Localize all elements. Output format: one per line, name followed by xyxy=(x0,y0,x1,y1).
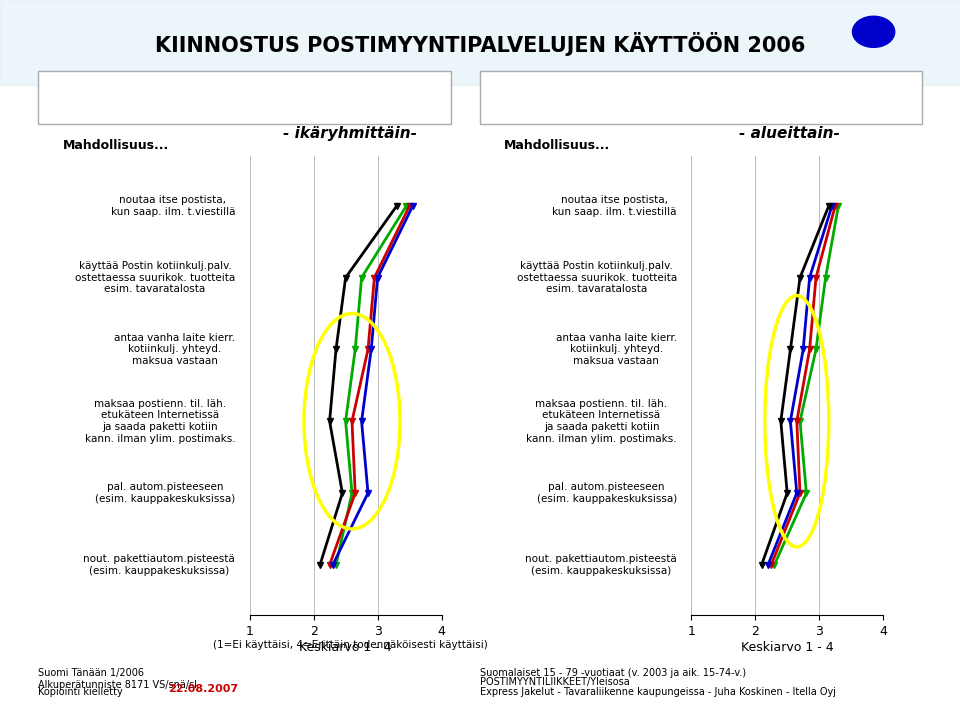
Text: Suomi Tänään 1/2006
Alkuperätunniste 8171 VS/snä/sl: Suomi Tänään 1/2006 Alkuperätunniste 817… xyxy=(38,668,198,690)
Text: noutaa itse postista,
kun saap. ilm. t.viestillä: noutaa itse postista, kun saap. ilm. t.v… xyxy=(552,195,677,216)
Text: 15-24 v. (n=465): 15-24 v. (n=465) xyxy=(80,81,175,90)
Text: 22.08.2007: 22.08.2007 xyxy=(168,684,238,694)
Text: 25-34 v. (n=490): 25-34 v. (n=490) xyxy=(286,81,381,90)
Text: POSTIMYYNTILIIKKEET/Yleisosa: POSTIMYYNTILIIKKEET/Yleisosa xyxy=(480,677,630,686)
Text: Yli 50 000 as. kaup. (n=924): Yli 50 000 as. kaup. (n=924) xyxy=(524,105,684,115)
Text: pal. autom.pisteeseen
(esim. kauppakeskuksissa): pal. autom.pisteeseen (esim. kauppakesku… xyxy=(537,482,677,504)
Text: maksaa postienn. til. läh.
etukäteen Internetissä
ja saada paketti kotiin
kann. : maksaa postienn. til. läh. etukäteen Int… xyxy=(84,399,235,443)
Text: antaa vanha laite kierr.
kotiinkulj. yhteyd.
maksua vastaan: antaa vanha laite kierr. kotiinkulj. yht… xyxy=(114,333,235,366)
Text: Mahdollisuus...: Mahdollisuus... xyxy=(504,139,611,152)
Text: käyttää Postin kotiinkulj.palv.
ostettaessa suurikok. tuotteita
esim. tavaratalo: käyttää Postin kotiinkulj.palv. ostettae… xyxy=(75,261,235,294)
X-axis label: Keskiarvo 1 - 4: Keskiarvo 1 - 4 xyxy=(741,641,833,653)
Text: Suomalaiset 15 - 79 -vuotiaat (v. 2003 ja aik. 15-74-v.): Suomalaiset 15 - 79 -vuotiaat (v. 2003 j… xyxy=(480,668,746,678)
Text: pal. autom.pisteeseen
(esim. kauppakeskuksissa): pal. autom.pisteeseen (esim. kauppakesku… xyxy=(95,482,235,504)
Text: Muut kaupungit (n=1287): Muut kaupungit (n=1287) xyxy=(745,81,890,90)
Text: Suur-Hki (n=715): Suur-Hki (n=715) xyxy=(524,81,621,90)
Text: antaa vanha laite kierr.
kotiinkulj. yhteyd.
maksua vastaan: antaa vanha laite kierr. kotiinkulj. yht… xyxy=(556,333,677,366)
Text: noutaa itse postista,
kun saap. ilm. t.viestillä: noutaa itse postista, kun saap. ilm. t.v… xyxy=(110,195,235,216)
Text: Muu kunta (n=1134): Muu kunta (n=1134) xyxy=(745,105,861,115)
Text: nout. pakettiautom.pisteestä
(esim. kauppakeskuksissa): nout. pakettiautom.pisteestä (esim. kaup… xyxy=(84,554,235,575)
Text: käyttää Postin kotiinkulj.palv.
ostettaessa suurikok. tuotteita
esim. tavaratalo: käyttää Postin kotiinkulj.palv. ostettae… xyxy=(516,261,677,294)
Text: KIINNOSTUS POSTIMYYNTIPALVELUJEN KÄYTTÖÖN 2006: KIINNOSTUS POSTIMYYNTIPALVELUJEN KÄYTTÖÖ… xyxy=(155,32,805,56)
Text: - ikäryhmittäin-: - ikäryhmittäin- xyxy=(283,127,418,141)
Text: Express Jakelut - Tavaraliikenne kaupungeissa - Juha Koskinen - Itella Oyj: Express Jakelut - Tavaraliikenne kaupung… xyxy=(480,687,836,697)
Text: Kopiointi kielletty: Kopiointi kielletty xyxy=(38,687,123,697)
Text: nout. pakettiautom.pisteestä
(esim. kauppakeskuksissa): nout. pakettiautom.pisteestä (esim. kaup… xyxy=(525,554,677,575)
X-axis label: Keskiarvo 1 - 4: Keskiarvo 1 - 4 xyxy=(300,641,392,653)
Text: 35-49 v. (n=955): 35-49 v. (n=955) xyxy=(80,105,175,115)
Text: Mahdollisuus...: Mahdollisuus... xyxy=(62,139,169,152)
Text: - alueittain-: - alueittain- xyxy=(738,127,840,141)
Text: 50-79 v. (n=2150): 50-79 v. (n=2150) xyxy=(286,105,388,115)
Text: maksaa postienn. til. läh.
etukäteen Internetissä
ja saada paketti kotiin
kann. : maksaa postienn. til. läh. etukäteen Int… xyxy=(526,399,677,443)
Text: (1=Ei käyttäisi, 4=Erittäin todennäköisesti käyttäisi): (1=Ei käyttäisi, 4=Erittäin todennäköise… xyxy=(213,640,488,650)
